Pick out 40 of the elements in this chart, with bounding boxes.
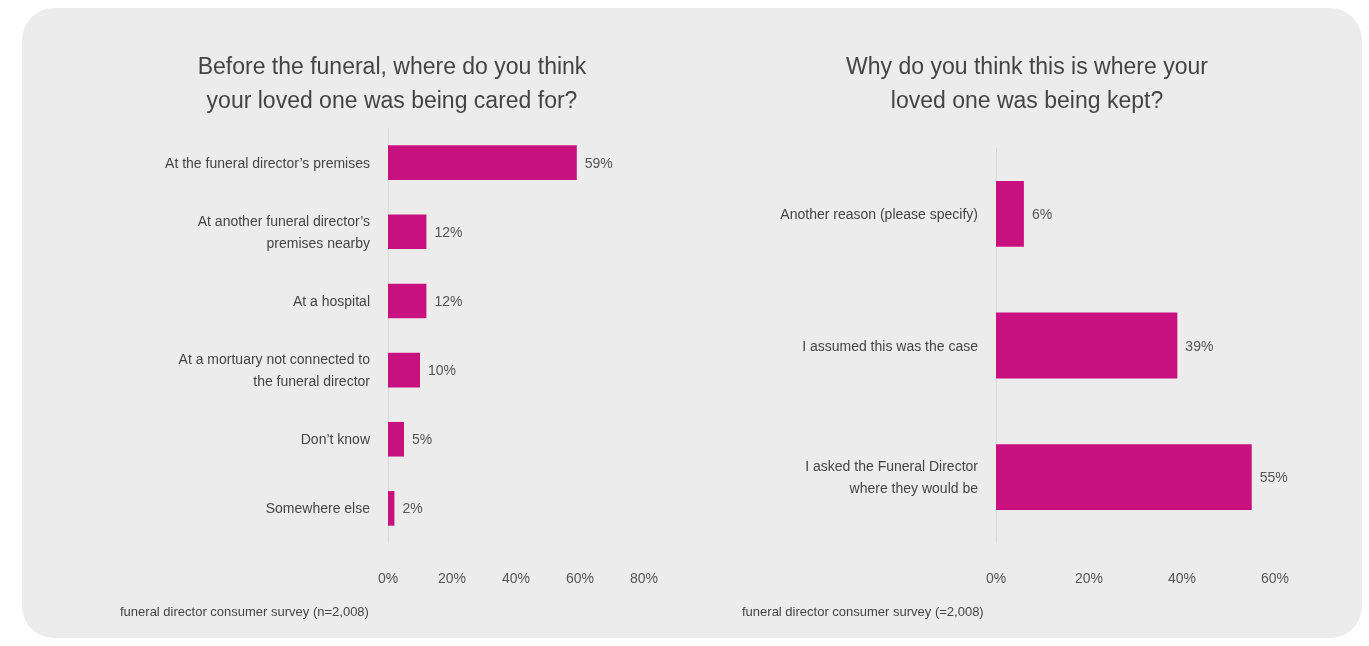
- data-label: 59%: [584, 154, 613, 171]
- y-tick-label: At a mortuary not connected to the funeral director: [178, 351, 371, 390]
- x-tick-label: 40%: [501, 570, 531, 586]
- y-tick-label: Don’t know: [300, 431, 371, 448]
- bar: [388, 352, 420, 388]
- x-tick-label: 0%: [985, 570, 1007, 586]
- data-label: 10%: [428, 362, 457, 379]
- text: funeral director consumer survey (n=2,008): [120, 604, 369, 619]
- data-label: 55%: [1259, 469, 1288, 486]
- x-tick-label: 0%: [377, 570, 399, 586]
- x-tick-label: 20%: [1074, 570, 1104, 586]
- y-tick-label: I assumed this was the case: [802, 337, 979, 354]
- y-tick-label: At another funeral director’s premises nearby: [197, 212, 370, 251]
- data-label: 12%: [434, 292, 463, 309]
- chart-title: Why do you think this is where your loved one was being kept?: [846, 53, 1209, 113]
- bar: [388, 283, 427, 319]
- data-label: 12%: [434, 223, 463, 240]
- x-tick-label: 20%: [437, 570, 467, 586]
- y-tick-label: I asked the Funeral Director where they would be: [805, 458, 979, 497]
- bar: [388, 491, 395, 526]
- y-tick-label: At a hospital: [292, 292, 370, 309]
- bar: [996, 180, 1024, 247]
- bar: [388, 145, 577, 180]
- x-tick-label: 60%: [1260, 570, 1290, 586]
- data-label: 39%: [1185, 337, 1214, 354]
- x-tick-label: 60%: [565, 570, 595, 586]
- data-label: 2%: [402, 500, 423, 517]
- x-tick-label: 40%: [1167, 570, 1197, 586]
- y-tick-label: Somewhere else: [265, 500, 371, 517]
- y-tick-label: Another reason (please specify): [780, 205, 978, 222]
- text: funeral director consumer survey (=2,008): [742, 604, 984, 619]
- chart-title: Before the funeral, where do you think your loved one was being cared for?: [197, 53, 587, 113]
- data-label: 6%: [1031, 205, 1053, 222]
- data-label: 5%: [412, 431, 433, 448]
- bar: [996, 312, 1178, 379]
- y-tick-label: At the funeral director’s premises: [165, 154, 370, 171]
- x-tick-label: 80%: [629, 570, 659, 586]
- bar: [388, 421, 404, 457]
- bar: [996, 444, 1252, 511]
- bar: [388, 214, 427, 250]
